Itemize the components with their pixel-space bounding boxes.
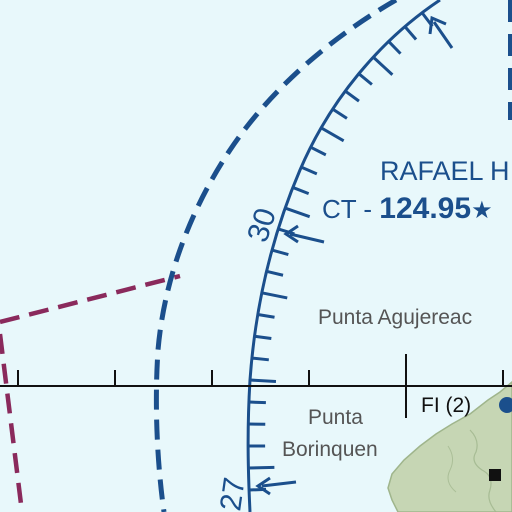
- radial-arrow-030: [283, 224, 325, 244]
- fix-label: FI (2): [421, 394, 471, 417]
- compass-rose-tick: [248, 400, 266, 405]
- radial-arrow-033: [428, 15, 454, 49]
- class-d-boundary-arc: [153, 0, 398, 512]
- compass-rose-tick: [251, 356, 269, 362]
- land-relief: [469, 429, 497, 512]
- land-area: [387, 381, 512, 512]
- compass-rose-tick: [344, 89, 360, 103]
- place-punta-agujereada: Punta Agujereac: [318, 306, 472, 329]
- compass-rose-tick: [387, 40, 402, 55]
- compass-rose-tick: [372, 56, 394, 76]
- compass-rose-tick: [300, 165, 318, 176]
- radial-arrow-027: [255, 476, 297, 496]
- tower-freq-value: 124.95: [379, 192, 471, 225]
- tower-freq-prefix: CT -: [322, 194, 379, 224]
- compass-rose-tick: [284, 206, 311, 219]
- place-punta-borinquen-1: Punta: [308, 406, 363, 429]
- airspace-boundary-maroon: [0, 273, 181, 325]
- land-relief-2: [447, 445, 457, 493]
- compass-rose-ticks: [248, 11, 434, 492]
- radial-label-27: 27: [214, 475, 251, 512]
- fix-point-icon: [499, 397, 512, 413]
- compass-rose-arc: [246, 0, 441, 512]
- compass-rose-tick: [261, 291, 288, 300]
- place-punta-borinquen-2: Borinquen: [282, 438, 378, 461]
- airport-name: RAFAEL H: [380, 156, 510, 186]
- compass-rose-tick: [309, 145, 327, 157]
- compass-rose-tick: [357, 72, 373, 86]
- compass-rose-tick: [266, 269, 284, 277]
- compass-rose-tick: [331, 107, 348, 120]
- compass-rose-tick: [254, 334, 272, 340]
- tower-freq-star-icon: ★: [471, 197, 493, 224]
- compass-rose-tick: [248, 465, 275, 470]
- compass-rose-tick: [403, 25, 418, 41]
- compass-rose-tick: [249, 378, 277, 384]
- tower-frequency: CT - 124.95★: [322, 192, 493, 225]
- compass-rose-tick: [257, 312, 275, 319]
- compass-rose-tick: [292, 186, 310, 196]
- obstruction-square-icon: [489, 469, 501, 481]
- compass-rose-tick: [320, 126, 345, 143]
- compass-rose-tick: [271, 248, 289, 256]
